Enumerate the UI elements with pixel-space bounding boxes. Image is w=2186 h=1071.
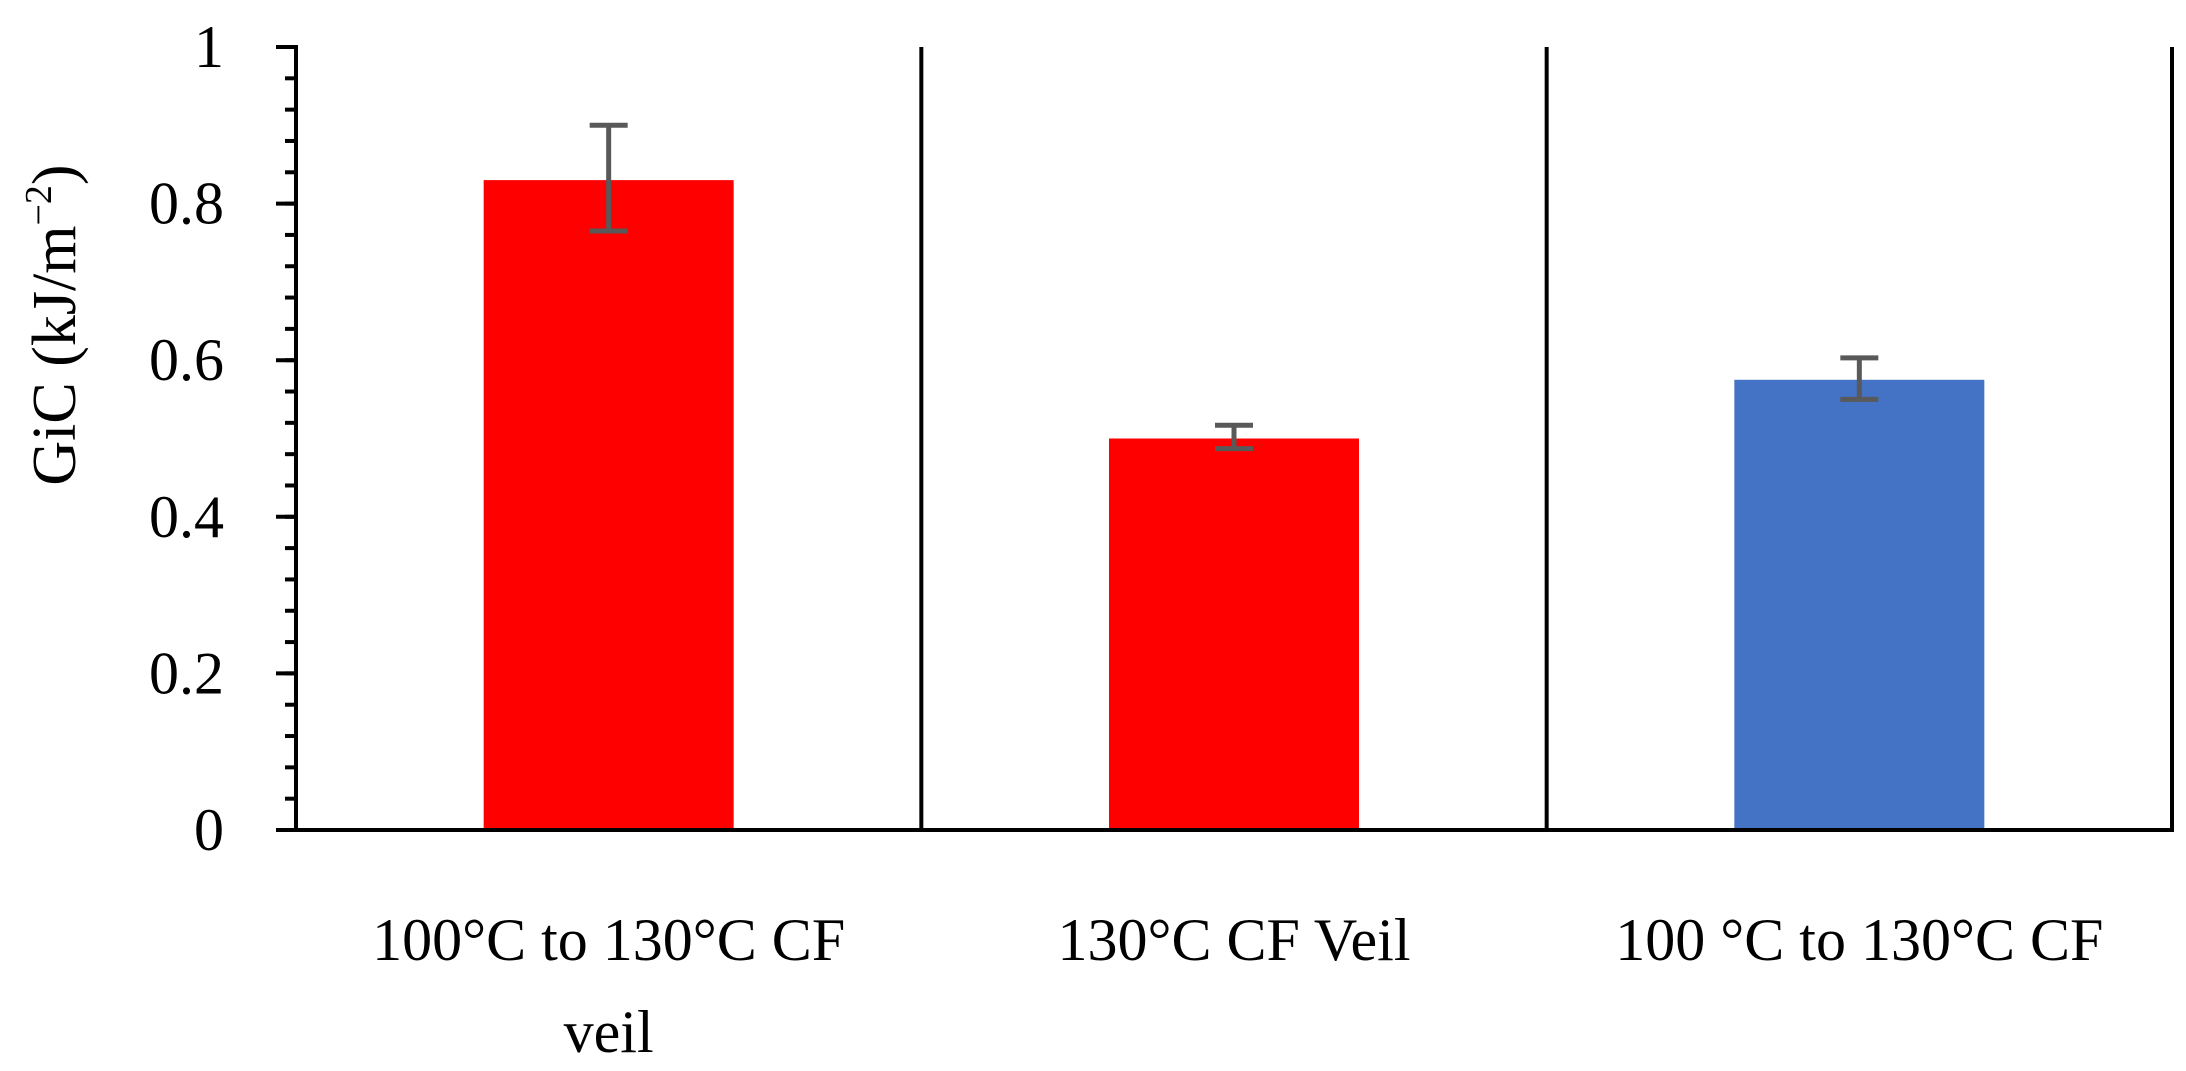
bars-layer [483,180,1985,831]
y-tick-label: 0.2 [149,640,224,706]
x-tick-label-line: 130°C CF Veil [1058,907,1411,973]
error-bars-layer [589,122,1879,452]
y-tick-label: 0 [194,797,224,863]
x-tick-label: 100 °C to 130°C CF [1615,907,2103,973]
axes-layer [276,45,2174,832]
category-labels-layer: 100°C to 130°C CF veil 130°C CF Veil 100 °C… [372,907,2103,1065]
y-tick-label: 1 [194,14,224,80]
x-tick-label: 100°C to 130°C CF veil [372,907,845,1065]
tick-labels-layer: 0 0.2 0.4 0.6 0.8 1 [149,14,224,863]
bar [483,180,734,831]
y-axis-title: GiC (kJ/m−2) [18,164,89,485]
x-tick-label-line: 100°C to 130°C CF [372,907,845,973]
y-tick-label: 0.6 [149,327,224,393]
x-tick-label-line: 100 °C to 130°C CF [1615,907,2103,973]
y-axis-title-superscript: −2 [18,185,60,225]
x-tick-label-line: veil [564,999,654,1065]
x-tick-label: 130°C CF Veil [1058,907,1411,973]
bar [1109,438,1359,830]
y-tick-label: 0.8 [149,171,224,237]
bar [1734,379,1985,830]
y-tick-label: 0.4 [149,484,224,550]
